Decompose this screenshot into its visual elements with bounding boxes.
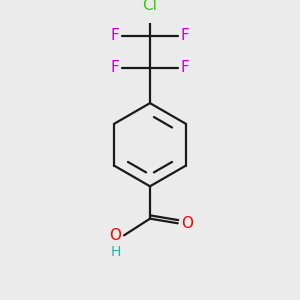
Text: O: O [182,216,194,231]
Text: O: O [109,228,121,243]
Text: Cl: Cl [142,0,158,14]
Text: H: H [111,244,121,259]
Text: F: F [181,28,189,43]
Text: F: F [181,61,189,76]
Text: F: F [111,61,119,76]
Text: F: F [111,28,119,43]
